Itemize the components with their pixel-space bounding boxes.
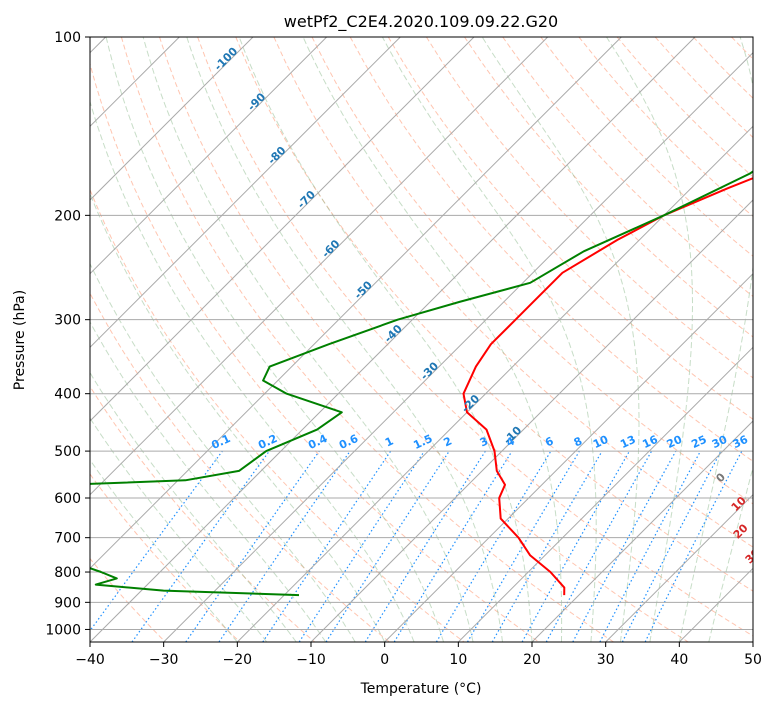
x-tick-label: 10	[449, 652, 467, 668]
y-tick-label: 800	[54, 565, 81, 581]
moist-adiabat-label: 30	[743, 546, 763, 566]
pressure-gridlines	[90, 37, 753, 630]
isotherm-line	[90, 37, 549, 496]
dry-adiabat-line	[235, 37, 753, 592]
isotherm-line	[90, 37, 254, 201]
mixing-ratio-line	[545, 450, 653, 642]
moist-adiabat-line	[302, 37, 563, 642]
chart-title: wetPf2_C2E4.2020.109.09.22.G20	[284, 12, 558, 32]
x-tick-label: −40	[75, 652, 105, 668]
isotherm-line	[236, 125, 753, 642]
moist-adiabat-line	[481, 37, 640, 642]
mixing-ratio-line	[262, 450, 392, 642]
moist-adiabats	[90, 37, 753, 642]
moist-adiabat-line	[142, 37, 474, 642]
isotherm-line	[163, 51, 753, 642]
mixing-ratio-line	[131, 450, 270, 642]
x-tick-label: 20	[523, 652, 541, 668]
y-tick-label: 100	[54, 30, 81, 46]
series-line-dewpoint	[90, 170, 753, 597]
dry-adiabat-line	[464, 37, 753, 338]
mixing-ratio-lines	[90, 450, 743, 642]
dry-adiabat-line	[90, 385, 316, 642]
mixing-ratio-label: 20	[665, 433, 685, 451]
dry-adiabat-line	[90, 62, 540, 642]
mixing-ratio-line	[644, 450, 743, 642]
profile-series	[90, 170, 753, 597]
moist-adiabat-line	[90, 262, 356, 642]
mixing-ratio-label: 36	[731, 433, 751, 451]
y-axis: 100 200 300 400 500 600 700 800 900 1000	[45, 30, 90, 638]
y-tick-label: 500	[54, 444, 81, 460]
x-axis-title: Temperature (°C)	[360, 681, 482, 697]
mixing-ratio-line	[521, 450, 631, 642]
moist-adiabat-line	[186, 37, 503, 642]
mixing-ratio-line	[298, 450, 425, 642]
dry-adiabat-line	[273, 37, 753, 548]
mixing-ratio-label: 13	[618, 433, 637, 451]
y-tick-label: 1000	[45, 622, 81, 638]
mixing-ratio-line	[185, 450, 320, 642]
isotherm-line	[90, 37, 622, 570]
dry-adiabat-line	[311, 37, 753, 505]
mixing-ratio-line	[218, 450, 351, 642]
isotherm-line	[90, 37, 475, 422]
y-tick-label: 200	[54, 208, 81, 224]
isotherms	[90, 37, 753, 642]
mixing-ratio-label: 30	[710, 433, 730, 451]
y-tick-label: 400	[54, 387, 81, 403]
mixing-ratio-line	[90, 450, 223, 632]
dry-adiabat-line	[90, 292, 390, 642]
mixing-ratio-label: 25	[689, 433, 708, 451]
moist-adiabat-line	[90, 192, 386, 642]
isotherm-line	[90, 37, 696, 642]
moist-adiabat-line	[90, 371, 297, 642]
isotherm-line	[605, 493, 753, 642]
x-tick-label: 40	[670, 652, 688, 668]
isotherm-line	[531, 420, 753, 642]
dry-adiabat-line	[120, 37, 614, 642]
y-tick-label: 300	[54, 313, 81, 329]
x-tick-label: 50	[744, 652, 762, 668]
isotherm-line	[384, 272, 753, 642]
dry-adiabat-line	[90, 188, 465, 642]
y-axis-title: Pressure (hPa)	[12, 290, 28, 390]
moist-adiabat-line	[90, 417, 268, 642]
dry-adiabat-line	[502, 37, 753, 298]
dry-adiabat-line	[159, 37, 689, 642]
mixing-ratio-label: 10	[591, 433, 611, 451]
plot-frame	[89, 36, 754, 643]
x-tick-label: 30	[597, 652, 615, 668]
mixing-ratio-line	[393, 450, 513, 642]
x-tick-label: −20	[223, 652, 253, 668]
moist-adiabat-line	[90, 459, 238, 642]
dry-adiabat-line	[90, 473, 241, 642]
y-tick-label: 900	[54, 595, 81, 611]
y-tick-label: 700	[54, 531, 81, 547]
dry-adiabat-line	[387, 37, 753, 420]
moist-adiabat-line	[105, 37, 445, 642]
x-tick-label: 0	[380, 652, 389, 668]
mixing-ratio-line	[325, 450, 450, 642]
x-tick-label: −30	[149, 652, 179, 668]
isotherm-line	[90, 37, 401, 349]
mixing-ratio-line	[572, 450, 677, 642]
x-axis: −40 −30 −20 −10 0 10 20 30 40 50	[75, 642, 762, 668]
series-line-temperature	[462, 177, 753, 596]
dry-adiabat-line	[425, 37, 753, 379]
moist-adiabat-line	[238, 37, 533, 642]
isotherm-line	[310, 199, 753, 642]
plot-area: -100-90-80-70-60-50-40-30-20-100.1 0.2 0.4…	[90, 37, 763, 642]
mixing-ratio-label: 16	[640, 433, 660, 451]
x-tick-label: −10	[296, 652, 326, 668]
moist-adiabat-line	[381, 37, 597, 642]
isotherm-line	[457, 346, 753, 642]
moist-adiabat-line	[678, 37, 753, 642]
moist-adiabat-line	[606, 37, 693, 642]
y-tick-label: 600	[54, 491, 81, 507]
isotherm-line	[90, 37, 328, 275]
